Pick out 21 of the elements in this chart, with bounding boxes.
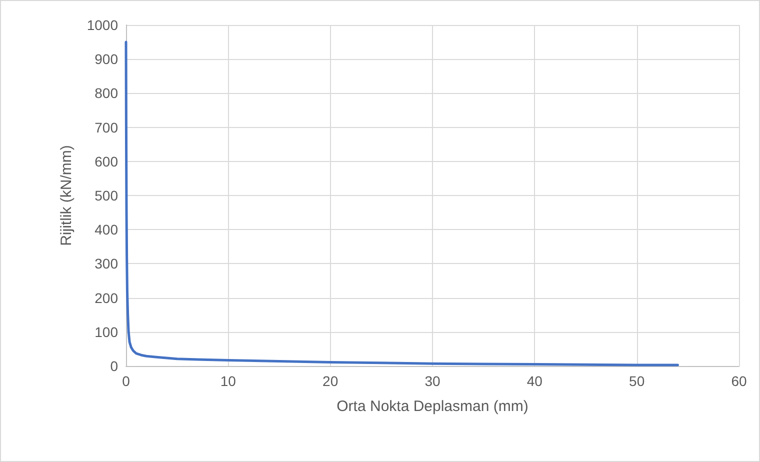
line-series (124, 40, 679, 366)
y-tick-label: 300 (94, 256, 118, 272)
y-tick-label: 800 (94, 85, 118, 102)
y-tick-label: 400 (94, 222, 118, 238)
x-tick-label: 0 (122, 373, 130, 389)
y-tick-label: 600 (94, 153, 118, 170)
x-axis-title: Orta Nokta Deplasman (mm) (336, 398, 528, 415)
x-tick-label: 50 (629, 373, 645, 389)
x-tick-label: 10 (220, 373, 236, 389)
x-tick-label: 30 (424, 373, 440, 389)
y-tick-label: 500 (94, 188, 118, 204)
x-tick-label: 60 (731, 373, 747, 389)
y-tick-label: 700 (94, 119, 118, 136)
y-tick-label: 200 (94, 290, 118, 306)
x-tick-label: 20 (322, 373, 338, 389)
y-tick-label: 100 (94, 324, 118, 340)
y-tick-label: 900 (94, 51, 118, 68)
y-axis-title: Rijitlik (kN/mm) (58, 145, 75, 246)
x-tick-label: 40 (526, 373, 543, 389)
y-tick-label: 0 (110, 358, 118, 374)
y-tick-label: 1000 (86, 17, 118, 33)
